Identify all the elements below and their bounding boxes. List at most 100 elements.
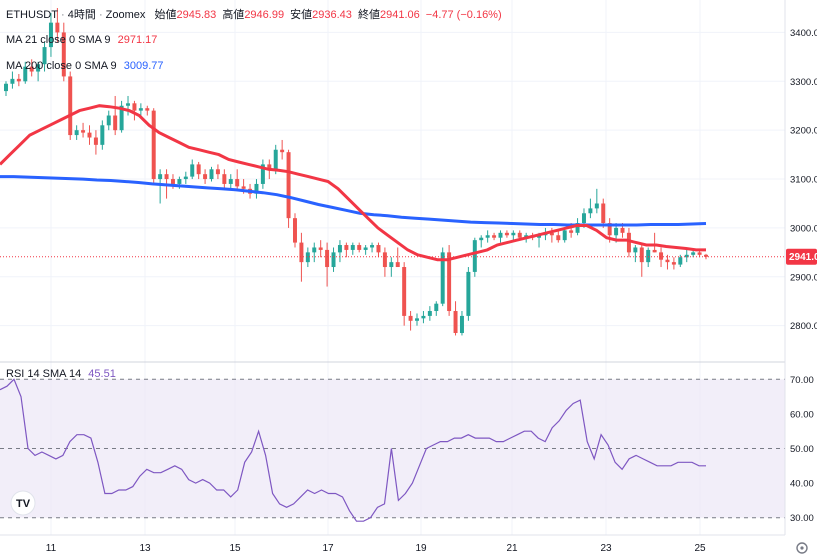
candle — [93, 130, 98, 155]
candle — [395, 247, 400, 268]
candle-body — [408, 315, 413, 321]
open-value: 2945.83 — [176, 9, 217, 21]
price-tick-label: 3400.00 — [790, 28, 817, 39]
candle — [42, 42, 47, 72]
candle-body — [164, 174, 169, 180]
rsi-tick-label: 30.00 — [790, 513, 814, 524]
candle-body — [556, 235, 561, 241]
candle-body — [145, 108, 150, 111]
tradingview-logo[interactable]: TV — [10, 490, 36, 516]
candle-body — [36, 64, 41, 72]
candle-body — [569, 230, 574, 233]
candle-body — [646, 249, 651, 263]
candle — [678, 254, 683, 268]
low-label: 安値 — [290, 9, 313, 21]
candle — [402, 262, 407, 326]
candle-body — [183, 176, 188, 180]
candle — [453, 301, 458, 336]
candle-body — [74, 130, 79, 136]
symbol-name[interactable]: ETHUSDT — [6, 9, 58, 21]
candle — [665, 254, 670, 270]
candle — [126, 95, 131, 116]
candle — [36, 61, 41, 82]
candle-body — [293, 218, 297, 243]
candle — [337, 240, 342, 263]
candle — [325, 242, 330, 287]
candle-body — [158, 174, 163, 180]
candle — [228, 174, 233, 189]
candle-body — [678, 257, 683, 265]
logo-badge — [10, 490, 36, 516]
rsi-axis[interactable]: 70.00 60.00 50.00 40.00 30.00 — [790, 375, 814, 524]
candle-body — [517, 232, 522, 238]
candle-body — [415, 318, 419, 321]
candle-body — [151, 110, 156, 180]
candle — [684, 249, 689, 263]
candle-body — [376, 245, 381, 253]
candle-body — [479, 237, 484, 241]
candle-body — [459, 315, 464, 334]
candle-body — [106, 115, 111, 126]
candle-body — [61, 32, 66, 77]
candle-body — [48, 22, 53, 48]
rsi-legend[interactable]: RSI 14 SMA 14 45.51 — [6, 368, 116, 380]
candle — [331, 247, 336, 272]
candle-body — [222, 174, 227, 184]
settings-gear-icon[interactable] — [796, 542, 808, 554]
candle-body — [113, 115, 118, 131]
candle-body — [4, 83, 8, 92]
candle — [440, 247, 445, 307]
candle — [235, 169, 240, 189]
open-label: 始値 — [154, 9, 177, 21]
candle-body — [267, 164, 272, 170]
rsi-tick-label: 70.00 — [790, 375, 814, 386]
candle-body — [337, 245, 342, 253]
candle-body — [93, 137, 98, 145]
candle — [254, 179, 259, 199]
candle-body — [190, 164, 195, 177]
candle-body — [29, 66, 34, 72]
rsi-label: RSI 14 SMA 14 — [6, 368, 82, 380]
candle — [671, 257, 676, 270]
rsi-tick-label: 40.00 — [790, 479, 814, 490]
ma21-legend[interactable]: MA 21 close 0 SMA 9 2971.17 — [6, 34, 157, 46]
price-tick-label: 3200.00 — [790, 126, 817, 137]
candle — [215, 164, 220, 180]
candle-body — [440, 252, 445, 304]
candle-body — [466, 271, 471, 316]
candle — [691, 249, 696, 258]
candle — [472, 237, 477, 277]
logo-mark: TV — [16, 498, 31, 510]
candle-body — [81, 130, 86, 133]
candle-body — [498, 232, 503, 238]
candle — [421, 311, 426, 324]
price-axis[interactable]: 3400.00 3300.00 3200.00 3100.00 3000.00 2900.… — [790, 28, 817, 332]
time-tick-label: 25 — [694, 543, 706, 554]
candle-body — [601, 203, 606, 224]
candle — [196, 161, 201, 180]
candle-body — [537, 235, 542, 238]
candle — [132, 100, 137, 121]
price-tick-label: 3100.00 — [790, 175, 817, 186]
candle-body — [170, 179, 175, 184]
close-label: 終値 — [357, 9, 380, 21]
time-axis[interactable]: 11 13 15 17 19 21 23 25 — [46, 543, 706, 554]
time-tick-label: 15 — [229, 543, 241, 554]
candle-body — [382, 252, 387, 268]
candle-body — [511, 232, 516, 236]
candle — [485, 230, 490, 243]
symbol-legend[interactable]: ETHUSDT · 4時間 · Zoomex 始値2945.83 高値2946.… — [6, 6, 502, 22]
candle-body — [55, 22, 60, 33]
candle-body — [357, 245, 362, 250]
legend-separator: · — [61, 9, 65, 21]
ma200-value: 3009.77 — [123, 60, 164, 72]
candle — [299, 232, 304, 282]
candle — [293, 213, 297, 248]
interval[interactable]: 4時間 — [67, 9, 96, 21]
ma21-line — [0, 104, 706, 262]
candle — [382, 247, 387, 277]
candle-body — [280, 149, 285, 153]
ma200-legend[interactable]: MA 200 close 0 SMA 9 3009.77 — [6, 60, 164, 72]
candle-body — [209, 169, 214, 180]
